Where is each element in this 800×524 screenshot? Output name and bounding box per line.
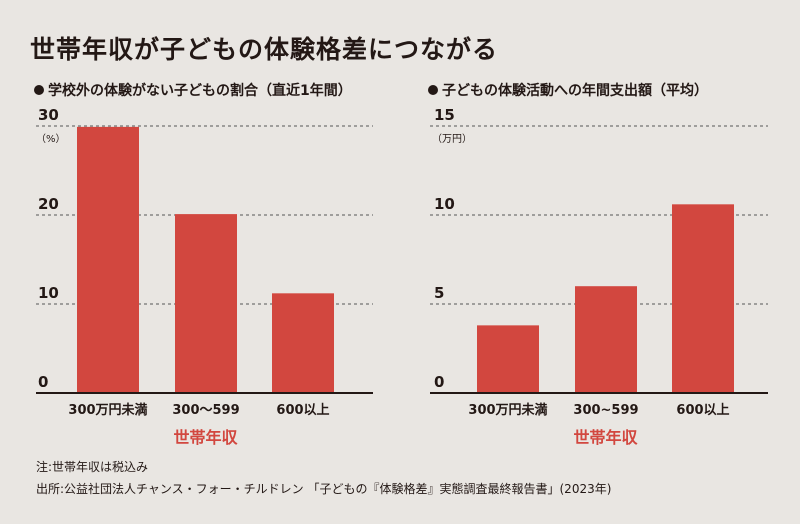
x-tick-label: 300万円未満 [468,402,547,418]
x-tick-label: 300~599 [573,403,638,418]
source: 出所:公益社団法人チャンス・フォー・チルドレン 「子どもの『体験格差』実態調査最… [36,482,612,496]
page-title: 世帯年収が子どもの体験格差につながる [30,35,499,64]
chart-2-title: 子どもの体験活動への年間支出額（平均） [428,80,708,100]
bar [575,286,637,393]
x-tick-label: 300〜599 [172,403,239,418]
bar [477,325,539,393]
x-tick-label: 600以上 [276,403,329,418]
x-tick-label: 600以上 [676,403,729,418]
bar [77,126,139,393]
bullet-icon [34,85,44,95]
y-tick-label: 10 [434,195,455,213]
bullet-icon [428,85,438,95]
y-tick-label: 0 [434,373,444,391]
bar [175,214,237,393]
y-unit-label: （万円） [432,133,472,145]
bar [272,293,334,393]
y-tick-label: 10 [38,284,59,302]
y-tick-label: 15 [434,106,455,124]
y-tick-label: 0 [38,373,48,391]
bar [672,204,734,393]
x-tick-label: 300万円未満 [68,402,147,418]
y-tick-label: 20 [38,195,59,213]
note: 注:世帯年収は税込み [36,460,149,474]
x-axis-label: 世帯年収 [573,428,638,447]
y-unit-label: （%） [36,133,66,145]
y-tick-label: 30 [38,106,59,124]
chart-1-title: 学校外の体験がない子どもの割合（直近1年間） [34,80,352,100]
x-axis-label: 世帯年収 [173,428,238,447]
y-tick-label: 5 [434,284,444,302]
